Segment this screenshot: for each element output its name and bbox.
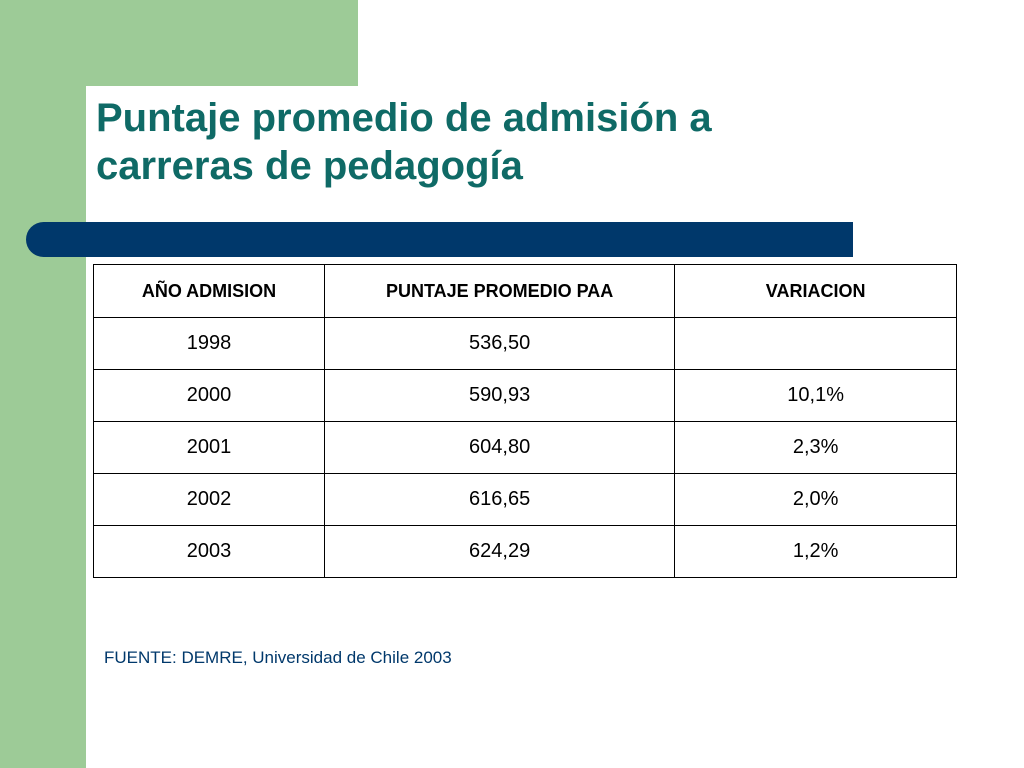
source-note: FUENTE: DEMRE, Universidad de Chile 2003 bbox=[104, 648, 452, 667]
green-top-band bbox=[0, 0, 358, 86]
table-row: 2003 624,29 1,2% bbox=[92, 525, 957, 578]
cell-year: 2002 bbox=[92, 473, 326, 526]
cell-year: 2001 bbox=[92, 421, 326, 474]
cell-score: 624,29 bbox=[324, 525, 676, 578]
cell-variation: 10,1% bbox=[674, 369, 957, 422]
slide-title: Puntaje promedio de admisión a carreras … bbox=[96, 94, 976, 190]
table-header-row: AÑO ADMISION PUNTAJE PROMEDIO PAA VARIAC… bbox=[92, 264, 957, 318]
cell-variation bbox=[674, 317, 957, 370]
header-year: AÑO ADMISION bbox=[92, 264, 326, 318]
table-row: 2002 616,65 2,0% bbox=[92, 473, 957, 526]
slide-title-line-2: carreras de pedagogía bbox=[96, 144, 523, 188]
table-row: 1998 536,50 bbox=[92, 317, 957, 370]
cell-variation: 2,3% bbox=[674, 421, 957, 474]
header-variation: VARIACION bbox=[674, 264, 957, 318]
rounded-corner bbox=[86, 86, 146, 146]
slide-title-line-1: Puntaje promedio de admisión a bbox=[96, 96, 712, 140]
cell-score: 590,93 bbox=[324, 369, 676, 422]
header-score: PUNTAJE PROMEDIO PAA bbox=[324, 264, 676, 318]
table-row: 2001 604,80 2,3% bbox=[92, 421, 957, 474]
title-underline-bar bbox=[26, 222, 853, 257]
cell-score: 536,50 bbox=[324, 317, 676, 370]
cell-score: 616,65 bbox=[324, 473, 676, 526]
table-row: 2000 590,93 10,1% bbox=[92, 369, 957, 422]
cell-score: 604,80 bbox=[324, 421, 676, 474]
cell-year: 2000 bbox=[92, 369, 326, 422]
green-side-band bbox=[0, 0, 86, 768]
cell-year: 1998 bbox=[92, 317, 326, 370]
cell-variation: 1,2% bbox=[674, 525, 957, 578]
cell-year: 2003 bbox=[92, 525, 326, 578]
cell-variation: 2,0% bbox=[674, 473, 957, 526]
admission-scores-table: AÑO ADMISION PUNTAJE PROMEDIO PAA VARIAC… bbox=[92, 264, 957, 578]
